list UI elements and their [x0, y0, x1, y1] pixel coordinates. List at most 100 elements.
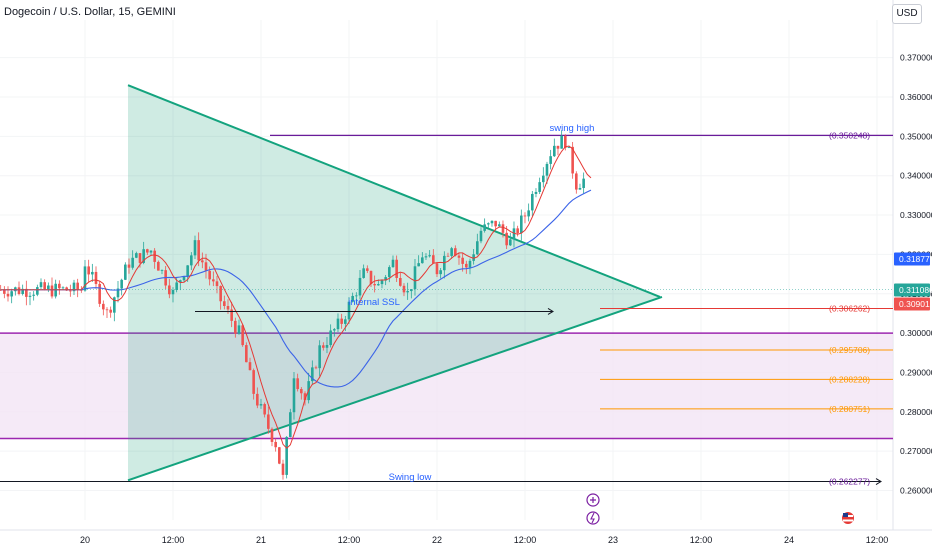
candle-body [234, 320, 237, 334]
blue-ma-price-tag-bg [894, 252, 930, 266]
candle-body [575, 173, 578, 190]
candle-body [468, 260, 472, 268]
x-tick-label: 12:00 [866, 535, 889, 545]
y-tick-label: 0.260000 [900, 486, 932, 496]
flag-canton [843, 513, 848, 517]
candle-body [402, 285, 406, 293]
demand-zone [0, 333, 893, 439]
candle-body [560, 135, 563, 149]
y-tick-label: 0.360000 [900, 92, 932, 102]
y-tick-label: 0.300000 [900, 328, 932, 338]
candle-body [296, 378, 299, 390]
candle-body [505, 232, 508, 246]
candle-body [377, 284, 380, 286]
internal-ssl-label: internal SSL [348, 297, 400, 308]
candle-body [47, 285, 50, 290]
swing-low-label: Swing low [389, 472, 432, 483]
candle-body [241, 325, 244, 346]
candle-body [564, 135, 567, 148]
candle-body [157, 261, 160, 271]
candle-body [439, 270, 442, 275]
last-price-tag-bg [894, 283, 930, 297]
candle-body [127, 264, 131, 268]
level-arrow-head [875, 478, 882, 485]
x-tick-label: 22 [432, 535, 442, 545]
candle-body [281, 463, 285, 475]
triangle-upper-line [127, 84, 661, 298]
currency-button[interactable]: USD [892, 4, 922, 24]
candle-body [179, 280, 182, 283]
candle-body [303, 393, 307, 401]
candle-body [582, 178, 585, 189]
candle-body [3, 289, 6, 294]
candle-body [344, 319, 347, 324]
candle-body [223, 301, 226, 307]
candle-body [527, 210, 530, 217]
candle-body [520, 215, 523, 234]
swing-high-label: swing high [550, 123, 595, 134]
candle-body [487, 223, 490, 225]
candle-body [72, 282, 76, 292]
red-ma-price-tag-bg [894, 297, 930, 311]
candle-body [494, 220, 497, 227]
candle-body [391, 259, 395, 268]
y-tick-label: 0.340000 [900, 171, 932, 181]
candle-body [509, 239, 512, 246]
candle-body [340, 318, 343, 324]
candle-body [160, 270, 164, 271]
candle-body [553, 145, 556, 157]
candle-body [516, 228, 519, 234]
candle-body [292, 378, 296, 413]
candle-body [289, 412, 292, 437]
candle-body [267, 414, 270, 429]
x-tick-label: 21 [256, 535, 266, 545]
y-tick-label: 0.280000 [900, 407, 932, 417]
candle-body [226, 306, 230, 310]
lightning-icon [590, 512, 595, 524]
candle-body [358, 277, 362, 296]
candle-body [256, 393, 259, 406]
candle-body [329, 330, 332, 346]
candle-body [483, 224, 486, 231]
y-tick-label: 0.350000 [900, 131, 932, 141]
level-label: (0.295706) [829, 345, 870, 355]
candle-body [388, 267, 391, 278]
internal-ssl-arrow [547, 308, 554, 315]
candle-body [410, 289, 413, 292]
candle-body [142, 249, 145, 263]
candle-body [109, 309, 112, 313]
red-moving-average [0, 145, 592, 449]
candle-body [61, 287, 65, 289]
candle-body [25, 288, 28, 297]
lightning-event-icon[interactable] [586, 511, 600, 525]
candle-body [76, 282, 79, 290]
candle-body [369, 270, 373, 285]
candle-body [362, 268, 365, 278]
blue-ma-price-tag: 0.318777 [899, 254, 932, 264]
candle-body [259, 404, 263, 406]
candle-body [501, 224, 505, 233]
candle-body [465, 263, 468, 268]
candle-body [549, 156, 552, 164]
candle-body [146, 249, 149, 253]
candle-body [472, 254, 475, 261]
candle-body [28, 295, 32, 297]
candle-body [384, 277, 387, 281]
candle-body [347, 301, 351, 320]
candle-body [65, 287, 68, 291]
candle-body [102, 303, 105, 310]
level-label: (0.288228) [829, 374, 870, 384]
x-tick-label: 12:00 [162, 535, 185, 545]
candle-body [373, 284, 376, 286]
flag-stripe [843, 519, 853, 522]
candle-body [131, 257, 134, 268]
candle-body [380, 280, 384, 285]
candle-body [355, 295, 358, 297]
triangle-lower-line [127, 295, 663, 482]
x-tick-label: 24 [784, 535, 794, 545]
candle-body [274, 441, 277, 448]
candle-body [43, 282, 46, 290]
level-label: (0.280751) [829, 404, 870, 414]
candle-body [83, 266, 87, 291]
